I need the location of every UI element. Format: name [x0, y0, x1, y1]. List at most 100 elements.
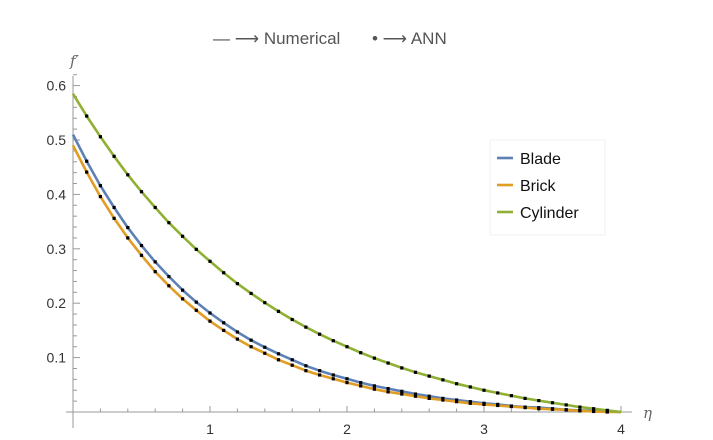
ann-point-brick: [331, 377, 335, 381]
ann-point-blade: [413, 392, 418, 396]
ann-point-brick: [249, 345, 253, 349]
ann-point-brick: [153, 270, 157, 274]
ann-point-cylinder: [235, 282, 239, 286]
ann-point-brick: [222, 328, 226, 332]
top-legend: — ⟶ Numerical • ⟶ ANN: [213, 29, 447, 48]
ann-point-cylinder: [208, 259, 212, 263]
ann-point-brick: [550, 407, 555, 411]
ann-point-cylinder: [372, 356, 376, 360]
ann-point-cylinder: [441, 378, 445, 382]
ann-point-cylinder: [139, 190, 144, 194]
ann-point-cylinder: [194, 247, 198, 251]
ann-point-cylinder: [112, 154, 116, 158]
ann-point-brick: [167, 284, 171, 288]
ann-point-brick: [290, 363, 294, 367]
ann-point-cylinder: [85, 114, 89, 118]
ann-point-blade: [263, 345, 267, 349]
ann-point-brick: [345, 381, 349, 385]
ann-point-brick: [126, 236, 130, 240]
legend-box: [489, 139, 606, 236]
ann-point-cylinder: [386, 361, 390, 365]
ann-point-brick: [359, 384, 363, 388]
ann-point-cylinder: [400, 366, 404, 370]
ann-point-brick: [386, 390, 390, 394]
axes: [66, 76, 632, 428]
ann-point-blade: [400, 389, 404, 393]
legend-numerical: — ⟶ Numerical: [213, 29, 340, 48]
ann-point-blade: [153, 260, 157, 264]
ann-point-blade: [290, 358, 294, 362]
ann-point-cylinder: [413, 370, 418, 374]
ann-point-cylinder: [276, 309, 281, 313]
ann-point-brick: [523, 406, 527, 410]
ann-point-brick: [578, 409, 582, 413]
ann-point-cylinder: [605, 408, 609, 412]
ann-point-cylinder: [496, 391, 500, 395]
x-tick-labels: 1 2 3 4: [206, 421, 625, 437]
ann-point-blade: [222, 321, 226, 325]
x-tick-label: 1: [206, 421, 214, 437]
y-tick-label: 0.4: [47, 186, 67, 202]
ann-point-brick: [592, 409, 596, 414]
ann-markers: [85, 114, 609, 414]
ann-point-brick: [509, 404, 513, 409]
ann-point-cylinder: [98, 135, 102, 139]
ann-point-brick: [263, 351, 267, 355]
ann-point-cylinder: [126, 173, 130, 177]
ann-point-cylinder: [509, 394, 513, 398]
ann-point-cylinder: [249, 291, 253, 296]
ann-point-brick: [304, 369, 308, 373]
ann-point-brick: [139, 253, 144, 257]
ann-point-cylinder: [181, 234, 185, 238]
ann-point-blade: [181, 288, 185, 292]
ann-point-brick: [537, 407, 541, 411]
legend-label-brick: Brick: [520, 178, 557, 195]
ann-point-brick: [372, 387, 376, 391]
ann-point-cylinder: [523, 396, 527, 400]
legend-label-cylinder: Cylinder: [520, 205, 579, 222]
y-tick-label: 0.6: [47, 78, 67, 94]
ann-point-cylinder: [222, 271, 226, 275]
ann-point-brick: [400, 392, 404, 396]
ann-point-brick: [564, 408, 568, 412]
legend-ann: • ⟶ ANN: [372, 29, 447, 48]
ann-point-cylinder: [455, 382, 459, 386]
ann-point-blade: [249, 338, 253, 342]
ann-point-brick: [427, 396, 431, 400]
ann-point-cylinder: [167, 221, 171, 225]
ann-point-blade: [372, 384, 376, 388]
ann-point-brick: [112, 216, 116, 220]
ann-point-cylinder: [592, 407, 596, 411]
x-axis-label: η: [643, 404, 652, 422]
x-tick-label: 4: [617, 421, 625, 437]
ann-point-blade: [235, 330, 239, 334]
y-tick-label: 0.5: [47, 132, 67, 148]
ann-point-cylinder: [290, 317, 294, 322]
y-tick-label: 0.2: [47, 295, 67, 311]
ann-point-brick: [441, 398, 445, 402]
y-axis-label: f′: [69, 52, 80, 70]
ann-point-brick: [496, 403, 500, 408]
ann-point-blade: [304, 364, 308, 368]
ann-point-blade: [318, 369, 322, 373]
ann-point-blade: [139, 243, 144, 248]
ann-point-blade: [468, 400, 472, 404]
x-tick-label: 3: [480, 421, 488, 437]
ticks: [73, 74, 622, 413]
x-tick-label: 2: [343, 421, 351, 437]
ann-point-blade: [386, 387, 390, 391]
ann-point-brick: [468, 401, 472, 405]
ann-point-cylinder: [318, 332, 322, 336]
ann-point-brick: [194, 308, 198, 312]
ann-point-blade: [359, 381, 363, 385]
ann-point-cylinder: [550, 401, 555, 405]
y-tick-label: 0.1: [47, 350, 67, 366]
series-legend: Blade Brick Cylinder: [489, 139, 606, 236]
ann-point-brick: [413, 394, 418, 398]
ann-point-cylinder: [468, 385, 472, 389]
ann-point-blade: [112, 205, 116, 210]
ann-point-blade: [276, 352, 281, 356]
ann-point-cylinder: [578, 405, 582, 409]
y-tick-label: 0.3: [47, 241, 67, 257]
